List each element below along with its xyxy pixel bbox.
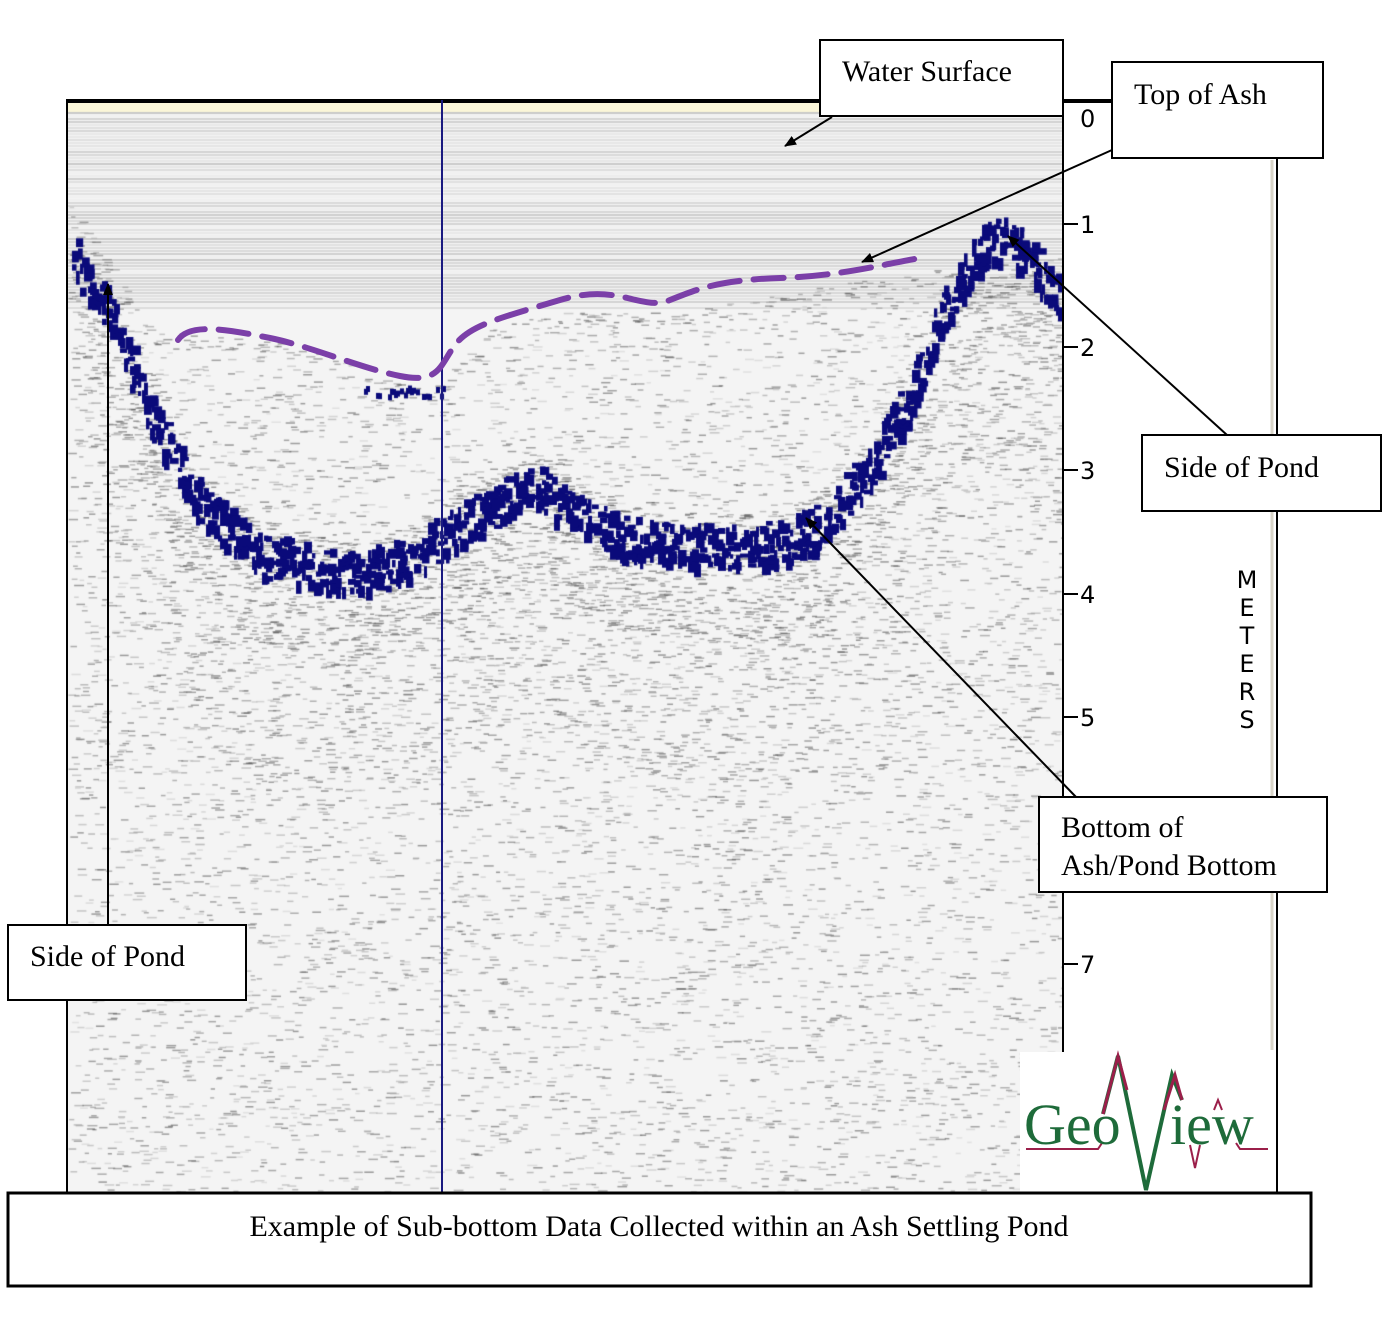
depth-tick-label: 5 bbox=[1080, 704, 1095, 732]
depth-tick-3: 3 bbox=[1063, 457, 1095, 485]
bottom-of-ash-label-box: Bottom of Ash/Pond Bottom bbox=[1038, 796, 1328, 893]
top-of-ash-label-box: Top of Ash bbox=[1111, 61, 1324, 159]
depth-tick-label: 4 bbox=[1080, 581, 1095, 609]
depth-tick-2: 2 bbox=[1063, 334, 1095, 362]
side-of-pond-right-label-box: Side of Pond bbox=[1141, 434, 1382, 512]
side-of-pond-left-label-box: Side of Pond bbox=[7, 924, 247, 1001]
bottom-of-ash-label-line1: Bottom of bbox=[1061, 811, 1184, 844]
depth-tick-label: 0 bbox=[1080, 105, 1095, 133]
geoview-logo: Geo iew bbox=[1020, 1050, 1272, 1192]
depth-tick-label: 2 bbox=[1080, 334, 1095, 362]
depth-tick-label: 3 bbox=[1080, 457, 1095, 485]
sub-bottom-profile-image bbox=[68, 100, 1062, 1192]
top-of-ash-label: Top of Ash bbox=[1134, 78, 1267, 111]
water-surface-label: Water Surface bbox=[842, 55, 1012, 88]
side-of-pond-left-label: Side of Pond bbox=[30, 940, 185, 973]
depth-tick-label: 1 bbox=[1080, 211, 1095, 239]
side-of-pond-right-arrow bbox=[1007, 235, 1228, 436]
svg-text:iew: iew bbox=[1170, 1092, 1254, 1157]
depth-tick-4: 4 bbox=[1063, 581, 1095, 609]
svg-text:Geo: Geo bbox=[1024, 1092, 1121, 1157]
figure-caption: Example of Sub-bottom Data Collected wit… bbox=[249, 1210, 1068, 1243]
depth-tick-7: 7 bbox=[1063, 951, 1095, 979]
depth-tick-5: 5 bbox=[1063, 704, 1095, 732]
depth-axis: 0 1 2 3 4 5 7 bbox=[1063, 105, 1095, 979]
top-of-ash-arrow bbox=[861, 149, 1113, 263]
depth-tick-label: 7 bbox=[1080, 951, 1095, 979]
water-surface-label-box: Water Surface bbox=[819, 39, 1064, 117]
side-of-pond-right-label: Side of Pond bbox=[1164, 451, 1319, 484]
top-of-ash-dashed-line bbox=[175, 255, 923, 381]
depth-tick-1: 1 bbox=[1063, 211, 1095, 239]
depth-tick-0: 0 bbox=[1080, 105, 1095, 133]
water-surface-arrow bbox=[784, 116, 833, 147]
bottom-of-ash-label-line2: Ash/Pond Bottom bbox=[1061, 849, 1277, 882]
caption-box: Example of Sub-bottom Data Collected wit… bbox=[6, 1191, 1313, 1288]
bottom-of-ash-arrow bbox=[805, 517, 1077, 798]
